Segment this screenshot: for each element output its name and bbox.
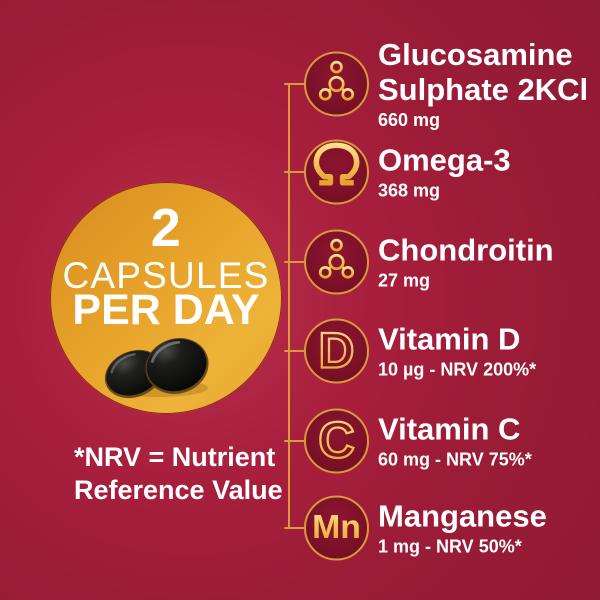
svg-text:Mn: Mn xyxy=(312,508,361,546)
svg-text:C: C xyxy=(318,411,355,468)
svg-text:D: D xyxy=(319,322,355,378)
